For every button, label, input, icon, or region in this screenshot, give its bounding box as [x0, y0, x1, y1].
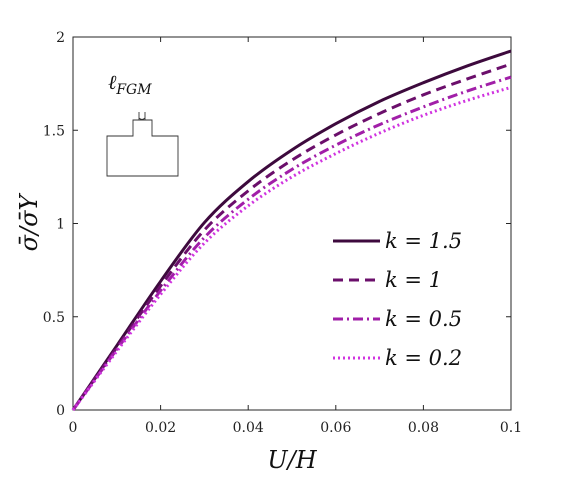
- y-tick-label: 0: [56, 403, 65, 419]
- legend: k = 1.5 k = 1 k = 0.5 k = 0.2: [333, 229, 462, 370]
- legend-label-1: k = 1.5: [385, 229, 462, 253]
- specimen-sketch-icon: [106, 112, 179, 177]
- plot-area: [72, 36, 512, 411]
- x-tick-label: 0.1: [500, 420, 522, 436]
- series-line-2: [71, 62, 512, 411]
- y-axis-label: σ̄/σ̄Y: [15, 193, 43, 252]
- x-axis-label: U/H: [267, 446, 317, 474]
- x-tick-label: 0.06: [320, 420, 351, 436]
- legend-label-2: k = 1: [385, 268, 442, 292]
- axis-ticks: 0 0.02 0.04 0.06 0.08 0.1 0 0.5 1 1.5 2: [43, 30, 522, 436]
- x-tick-label: 0.04: [233, 420, 264, 436]
- x-tick-label: 0.08: [408, 420, 439, 436]
- x-tick-label: 0: [69, 420, 78, 436]
- y-tick-label: 0.5: [43, 310, 65, 326]
- legend-label-4: k = 0.2: [385, 346, 462, 370]
- series-curves: [71, 49, 512, 411]
- legend-label-3: k = 0.5: [385, 307, 462, 331]
- series-line-1: [71, 49, 512, 411]
- series-line-3: [71, 75, 512, 411]
- y-tick-label: 2: [56, 30, 65, 46]
- y-tick-label: 1.5: [43, 123, 65, 139]
- y-tick-label: 1: [56, 217, 65, 233]
- x-tick-label: 0.02: [145, 420, 176, 436]
